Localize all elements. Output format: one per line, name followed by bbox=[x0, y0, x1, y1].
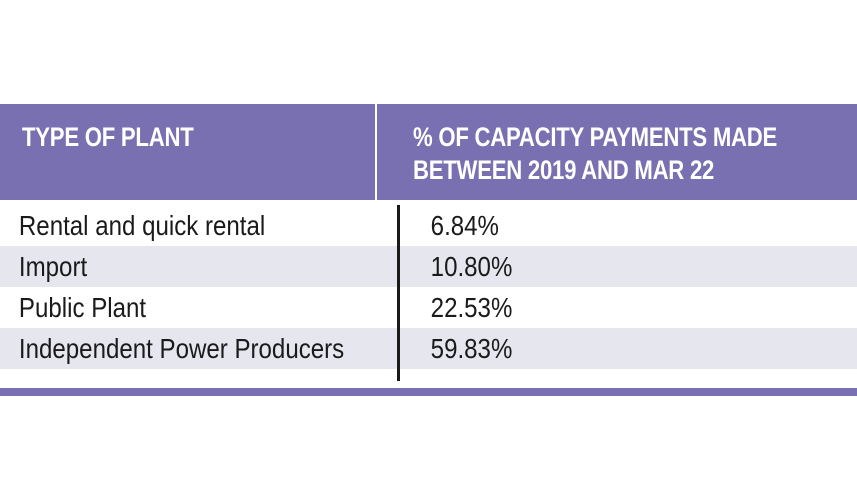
table-row: Public Plant 22.53% bbox=[0, 287, 857, 328]
column-divider bbox=[397, 205, 400, 381]
plant-type-cell: Rental and quick rental bbox=[18, 209, 266, 241]
table-header: TYPE OF PLANT % OF CAPACITY PAYMENTS MAD… bbox=[0, 104, 857, 200]
plant-type-cell: Independent Power Producers bbox=[18, 332, 345, 364]
table-row: Import 10.80% bbox=[0, 246, 857, 287]
percent-cell: 10.80% bbox=[430, 250, 513, 282]
percent-cell: 6.84% bbox=[430, 209, 499, 241]
header-capacity-label-line2: BETWEEN 2019 AND MAR 22 bbox=[413, 155, 715, 185]
header-col-capacity: % OF CAPACITY PAYMENTS MADE BETWEEN 2019… bbox=[377, 104, 857, 200]
capacity-payments-table: TYPE OF PLANT % OF CAPACITY PAYMENTS MAD… bbox=[0, 104, 857, 381]
header-capacity-label-line1: % OF CAPACITY PAYMENTS MADE bbox=[413, 122, 778, 152]
plant-type-cell: Import bbox=[18, 250, 88, 282]
table-row: Rental and quick rental 6.84% bbox=[0, 205, 857, 246]
header-type-of-plant-label: TYPE OF PLANT bbox=[22, 122, 194, 152]
percent-cell: 59.83% bbox=[430, 332, 513, 364]
percent-cell: 22.53% bbox=[430, 291, 513, 323]
table-bottom-rule bbox=[0, 388, 857, 396]
table-row: Independent Power Producers 59.83% bbox=[0, 328, 857, 369]
header-col-type-of-plant: TYPE OF PLANT bbox=[0, 104, 378, 200]
plant-type-cell: Public Plant bbox=[18, 291, 147, 323]
table-body: Rental and quick rental 6.84% Import 10.… bbox=[0, 205, 857, 381]
